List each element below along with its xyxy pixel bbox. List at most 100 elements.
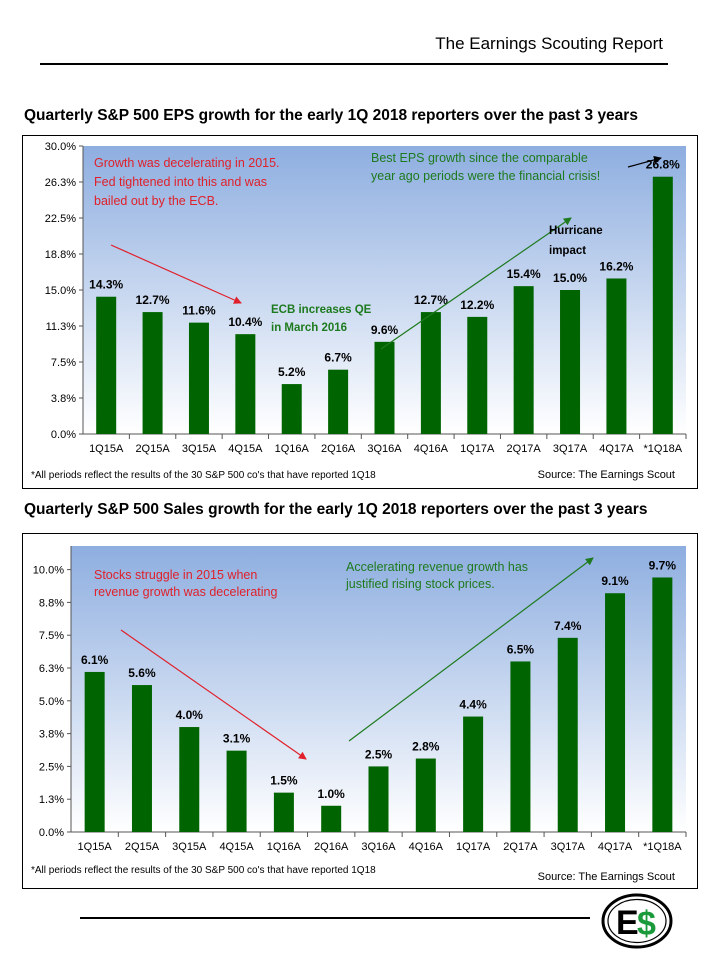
data-label: 10.4%: [228, 315, 262, 329]
red-arrow: [120, 629, 307, 760]
data-label: 12.2%: [460, 298, 494, 312]
y-tick-label: 8.8%: [39, 597, 64, 609]
best-eps-annotation: year ago periods were the financial cris…: [371, 169, 600, 183]
green-arrow: [380, 217, 572, 350]
x-tick-label: 4Q17A: [598, 841, 633, 853]
earnings-scout-logo: E $: [600, 893, 674, 954]
data-label: 1.0%: [318, 787, 346, 801]
bar: [560, 290, 581, 434]
data-label: 9.6%: [371, 323, 399, 337]
footnote: *All periods reflect the results of the …: [31, 865, 376, 876]
y-tick-label: 1.3%: [39, 794, 64, 806]
bar: [235, 334, 256, 434]
bar: [328, 369, 349, 434]
x-tick-label: 3Q17A: [551, 841, 586, 853]
source-note: Source: The Earnings Scout: [538, 871, 675, 883]
data-label: 5.2%: [278, 365, 306, 379]
bar: [179, 727, 200, 832]
data-label: 15.0%: [553, 271, 587, 285]
y-tick-label: 15.0%: [45, 285, 76, 297]
bar: [463, 716, 484, 832]
x-tick-label: 1Q15A: [78, 841, 113, 853]
y-tick-label: 22.5%: [45, 213, 76, 225]
bar: [142, 312, 163, 434]
x-tick-label: 4Q15A: [219, 841, 254, 853]
data-label: 12.7%: [136, 293, 170, 307]
eps-chart-svg: 0.0% 3.8% 7.5% 11.3% 15.0% 18.8% 22.5% 26.3% 30.…: [31, 141, 687, 481]
y-tick-label: 11.3%: [46, 321, 77, 333]
x-tick-label: 1Q17A: [460, 443, 495, 455]
data-label: 9.7%: [649, 558, 677, 572]
y-tick-label: 10.0%: [33, 565, 64, 577]
y-tick-label: 30.0%: [45, 141, 76, 153]
eps-chart-title: Quarterly S&P 500 EPS growth for the ear…: [24, 107, 638, 124]
x-tick-label: 1Q15A: [89, 443, 124, 455]
x-tick-label: 2Q15A: [135, 443, 170, 455]
x-tick-label: 2Q17A: [503, 841, 538, 853]
x-tick-label: 1Q16A: [275, 443, 310, 455]
data-label: 2.5%: [365, 747, 393, 761]
bar: [273, 792, 294, 832]
bar: [84, 671, 105, 832]
bar: [415, 758, 436, 832]
data-label: 4.0%: [176, 708, 204, 722]
bar: [281, 384, 302, 434]
bar: [321, 805, 342, 832]
black-arrow: [627, 155, 662, 168]
y-tick-label: 18.8%: [45, 249, 76, 261]
x-tick-label: 4Q16A: [414, 443, 449, 455]
bar: [467, 316, 488, 434]
x-tick-label: *1Q18A: [643, 841, 682, 853]
red-annotation: Stocks struggle in 2015 when: [94, 568, 257, 582]
header-divider: [40, 63, 668, 65]
x-tick-label: 4Q17A: [599, 443, 634, 455]
bar: [226, 750, 247, 832]
y-tick-label: 5.0%: [39, 696, 64, 708]
y-tick-label: 7.5%: [51, 357, 76, 369]
y-tick-label: 3.8%: [51, 393, 76, 405]
data-label: 6.5%: [507, 642, 535, 656]
ecb-annotation: in March 2016: [271, 322, 347, 334]
x-tick-label: 3Q17A: [553, 443, 588, 455]
red-annotation: Fed tightened into this and was: [94, 175, 267, 189]
report-title: The Earnings Scouting Report: [435, 34, 663, 53]
data-label: 9.1%: [601, 574, 629, 588]
x-tick-label: 3Q16A: [361, 841, 396, 853]
green-annotation: justified rising stock prices.: [345, 577, 495, 591]
hurricane-annotation: impact: [549, 245, 586, 257]
sales-chart: 0.0% 1.3% 2.5% 3.8% 5.0% 6.3% 7.5% 8.8% 10.0% 6.1…: [22, 533, 698, 889]
data-label: 3.1%: [223, 732, 251, 746]
bar: [513, 286, 534, 434]
data-label: 16.2%: [599, 259, 633, 273]
source-note: Source: The Earnings Scout: [538, 469, 675, 481]
best-eps-annotation: Best EPS growth since the comparable: [371, 151, 588, 165]
data-label: 6.1%: [81, 653, 109, 667]
sales-chart-svg: 0.0% 1.3% 2.5% 3.8% 5.0% 6.3% 7.5% 8.8% 10.0% 6.1…: [31, 546, 687, 883]
x-tick-label: 2Q15A: [125, 841, 160, 853]
red-annotation: revenue growth was decelerating: [94, 585, 277, 599]
y-tick-label: 26.3%: [45, 177, 76, 189]
hurricane-annotation: Hurricane: [549, 225, 603, 237]
bar: [368, 766, 389, 832]
data-label: 14.3%: [89, 278, 123, 292]
x-tick-label: 1Q16A: [267, 841, 302, 853]
bar: [131, 685, 152, 832]
y-tick-label: 3.8%: [39, 729, 64, 741]
green-arrow: [348, 557, 594, 742]
bar: [188, 322, 209, 434]
y-tick-label: 6.3%: [39, 663, 64, 675]
x-tick-label: 2Q16A: [314, 841, 349, 853]
eps-chart: 0.0% 3.8% 7.5% 11.3% 15.0% 18.8% 22.5% 26.3% 30.…: [22, 135, 698, 489]
ecb-annotation: ECB increases QE: [271, 304, 372, 316]
bar: [652, 577, 673, 832]
red-arrow: [110, 244, 242, 304]
y-tick-label: 7.5%: [39, 630, 64, 642]
red-annotation: Growth was decelerating in 2015.: [94, 156, 280, 170]
bar: [606, 278, 627, 434]
sales-chart-title: Quarterly S&P 500 Sales growth for the e…: [24, 501, 648, 518]
data-label: 15.4%: [507, 267, 541, 281]
bar: [652, 176, 673, 434]
footnote: *All periods reflect the results of the …: [31, 470, 376, 481]
bar: [420, 312, 441, 434]
bar: [374, 341, 395, 434]
